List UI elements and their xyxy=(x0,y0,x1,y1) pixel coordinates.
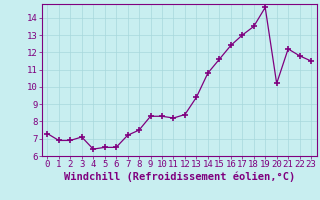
X-axis label: Windchill (Refroidissement éolien,°C): Windchill (Refroidissement éolien,°C) xyxy=(64,172,295,182)
